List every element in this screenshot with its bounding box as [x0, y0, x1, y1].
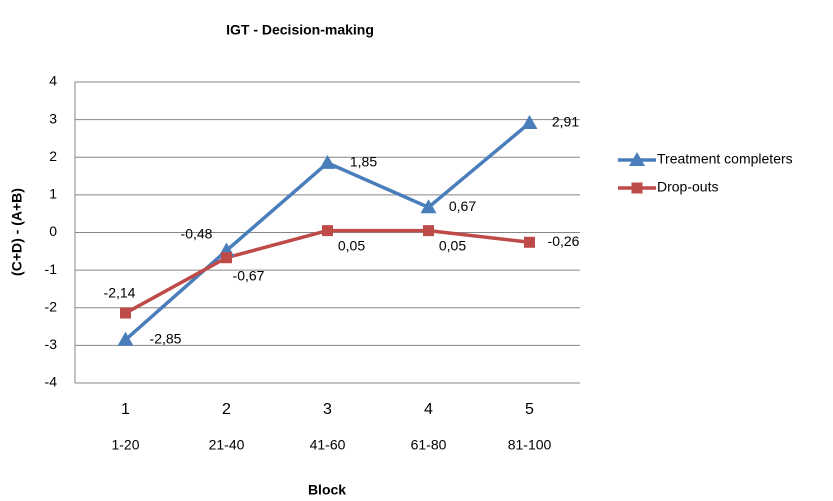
x-range-label: 81-100 — [508, 437, 552, 453]
data-label: -2,85 — [150, 330, 182, 346]
y-axis-label: (C+D) - (A+B) — [9, 188, 25, 276]
y-tick-label: 2 — [49, 148, 57, 164]
y-tick-label: 0 — [49, 223, 57, 239]
legend-label: Treatment completers — [657, 151, 793, 167]
data-point — [117, 331, 134, 346]
y-tick-label: 3 — [49, 110, 57, 126]
y-tick-label: -2 — [45, 298, 58, 314]
data-label: 1,85 — [350, 154, 377, 170]
data-point — [319, 154, 336, 169]
x-range-label: 41-60 — [310, 437, 346, 453]
data-point — [521, 115, 538, 130]
data-point — [120, 307, 131, 319]
data-label: 0,05 — [439, 237, 466, 253]
data-point — [524, 236, 535, 248]
data-label: 0,67 — [449, 198, 476, 214]
data-point — [221, 252, 232, 264]
legend-label: Drop-outs — [657, 179, 718, 195]
x-range-label: 61-80 — [411, 437, 447, 453]
x-tick-label: 3 — [323, 401, 332, 418]
x-tick-label: 5 — [525, 401, 534, 418]
data-point — [420, 199, 437, 214]
data-label: -2,14 — [104, 285, 136, 301]
y-tick-label: 4 — [49, 73, 57, 89]
y-tick-label: 1 — [49, 186, 57, 202]
y-tick-label: -4 — [45, 374, 58, 390]
series-line — [124, 228, 530, 315]
data-label: -0,48 — [181, 225, 213, 241]
data-label: 2,91 — [552, 114, 579, 130]
data-point — [423, 225, 434, 237]
y-tick-label: -1 — [45, 261, 58, 277]
x-axis-label: Block — [308, 482, 346, 498]
y-tick-label: -3 — [45, 336, 58, 352]
legend-marker — [631, 182, 643, 194]
x-tick-label: 4 — [424, 401, 433, 418]
x-range-label: 21-40 — [209, 437, 245, 453]
chart-title: IGT - Decision-making — [226, 22, 374, 38]
x-tick-label: 2 — [222, 401, 231, 418]
data-label: -0,67 — [233, 267, 265, 283]
data-label: -0,26 — [548, 233, 580, 249]
legend-marker — [629, 152, 645, 166]
data-point — [322, 225, 333, 237]
x-range-label: 1-20 — [111, 437, 139, 453]
x-tick-label: 1 — [121, 401, 130, 418]
data-label: 0,05 — [338, 237, 365, 253]
